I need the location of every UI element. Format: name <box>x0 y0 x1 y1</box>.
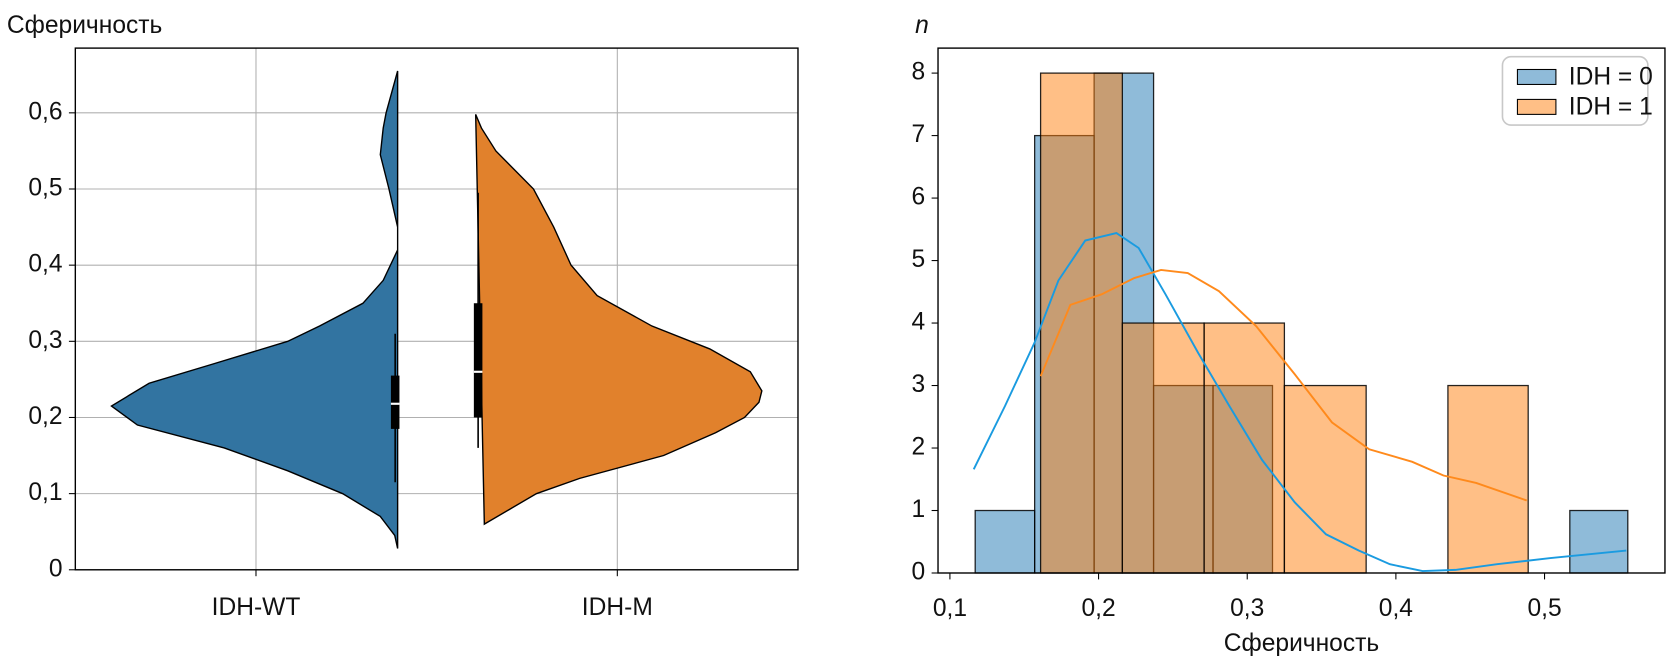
y-tick-label: 0,4 <box>28 251 62 278</box>
y-tick-label: 1 <box>912 496 926 523</box>
y-axis-label: n <box>915 12 929 39</box>
x-tick-label: 0,2 <box>1081 595 1115 622</box>
legend-swatch <box>1516 98 1557 115</box>
y-tick-label: 0,2 <box>28 403 62 430</box>
kde-line <box>1039 268 1528 502</box>
y-tick-label: 0,3 <box>28 327 62 354</box>
y-tick-label: 6 <box>912 184 926 211</box>
y-tick-label: 0 <box>912 558 926 585</box>
bar <box>974 509 1036 574</box>
violin <box>474 114 763 526</box>
plot-frame <box>74 47 799 571</box>
y-tick-label: 8 <box>912 59 926 86</box>
y-tick-label: 2 <box>912 434 926 461</box>
y-tick-label: 0,6 <box>28 98 62 125</box>
y-tick-label: 7 <box>912 121 926 148</box>
box <box>473 303 483 418</box>
legend-label: IDH = 0 <box>1569 64 1653 91</box>
y-tick-label: 0,1 <box>28 479 62 506</box>
y-tick-label: 4 <box>912 309 926 336</box>
plot-frame <box>937 47 1666 574</box>
x-tick-label: 0,4 <box>1379 595 1413 622</box>
kde-line <box>972 232 1627 573</box>
x-tick-label: IDH-M <box>582 594 653 621</box>
y-tick-label: 3 <box>912 371 926 398</box>
x-axis-label: Сферичность <box>1224 630 1379 657</box>
y-tick-label: 5 <box>912 246 926 273</box>
x-tick-label: IDH-WT <box>212 594 301 621</box>
box <box>390 375 400 429</box>
y-axis-label: Сферичность <box>7 12 162 39</box>
bar <box>1121 322 1205 574</box>
y-tick-label: 0 <box>49 555 63 582</box>
legend-label: IDH = 1 <box>1569 93 1653 120</box>
bar <box>1569 509 1629 574</box>
x-tick-label: 0,5 <box>1527 595 1561 622</box>
violin <box>110 70 399 549</box>
bar <box>1039 72 1123 574</box>
bar <box>1283 384 1367 574</box>
y-tick-label: 0,5 <box>28 174 62 201</box>
bar <box>1203 322 1286 574</box>
x-tick-label: 0,3 <box>1230 595 1264 622</box>
legend-swatch <box>1516 68 1557 85</box>
x-tick-label: 0,1 <box>933 595 967 622</box>
